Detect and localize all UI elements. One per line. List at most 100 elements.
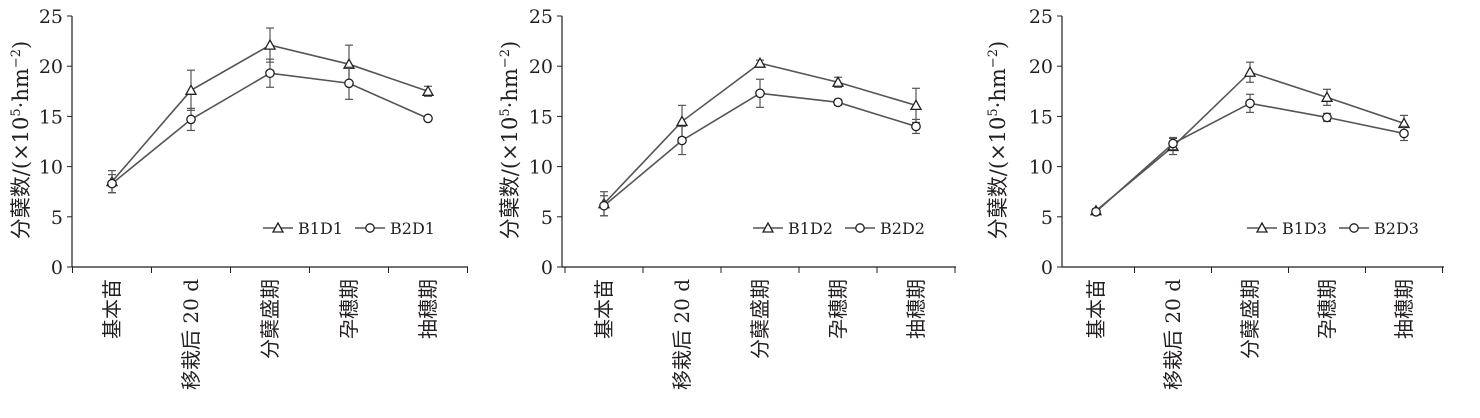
y-tick-label: 20 <box>1029 56 1053 78</box>
x-tick-label: 抽穗期 <box>904 279 928 339</box>
data-point-triangle <box>753 56 767 68</box>
x-tick-label: 孕穗期 <box>337 279 361 339</box>
series-line <box>1095 102 1405 213</box>
y-axis-label-mid: ·hm <box>498 68 522 108</box>
data-point-triangle <box>831 75 845 87</box>
y-axis-label-sup: −2 <box>9 49 24 68</box>
data-point-circle <box>755 88 765 99</box>
x-tick-label: 分蘖盛期 <box>748 279 772 359</box>
legend-marker-triangle <box>1255 221 1269 233</box>
data-point-circle <box>833 97 843 108</box>
data-point-triangle <box>263 38 277 50</box>
y-tick-label: 25 <box>529 6 553 28</box>
y-tick-label: 5 <box>51 207 63 229</box>
x-tick-label: 移栽后 20 d <box>179 279 203 390</box>
data-point-triangle <box>1243 65 1257 77</box>
y-tick-label: 25 <box>1029 6 1053 28</box>
y-axis-label-end: ) <box>986 41 1010 49</box>
y-axis-label-sup: 5 <box>9 108 24 116</box>
y-axis-label-end: ) <box>498 41 522 49</box>
y-tick-label: 0 <box>1041 257 1053 279</box>
y-axis-label: 分蘖数/(×105·hm−2) <box>9 41 33 239</box>
x-tick-label: 分蘖盛期 <box>258 279 282 359</box>
series-line <box>111 72 429 185</box>
legend-marker-triangle <box>271 221 285 233</box>
y-tick-label: 15 <box>529 106 553 128</box>
legend-label: B1D2 <box>788 219 833 238</box>
data-point-circle <box>599 200 609 211</box>
y-tick-label: 0 <box>51 257 63 279</box>
y-tick-label: 0 <box>541 257 553 279</box>
series-B1D3 <box>1089 61 1411 216</box>
x-tick-label: 孕穗期 <box>1315 279 1339 339</box>
y-tick-label: 10 <box>1029 157 1053 179</box>
data-point-circle <box>423 113 433 124</box>
legend-label: B2D3 <box>1374 219 1419 238</box>
y-axis-label-sup: 5 <box>986 108 1001 116</box>
data-point-circle <box>344 78 354 89</box>
series-line <box>603 92 917 207</box>
y-axis-label: 分蘖数/(×105·hm−2) <box>986 41 1010 239</box>
legend: B1D3 B2D3 <box>1247 219 1419 238</box>
data-point-circle <box>677 135 687 146</box>
y-axis-label-main: 分蘖数/(×10 <box>498 117 522 240</box>
series-B2D1 <box>107 58 433 194</box>
x-tick-label: 基本苗 <box>100 279 124 339</box>
x-tick-label: 分蘖盛期 <box>1238 279 1262 359</box>
y-tick-label: 5 <box>1041 207 1053 229</box>
series-B1D1 <box>105 27 435 194</box>
x-tick-label: 基本苗 <box>1084 279 1108 339</box>
data-point-circle <box>186 114 196 125</box>
y-axis-label-mid: ·hm <box>9 68 33 108</box>
x-tick-label: 孕穗期 <box>826 279 850 339</box>
y-axis-label-sup: −2 <box>986 49 1001 68</box>
x-tick-label: 移栽后 20 d <box>670 279 694 390</box>
y-tick-label: 15 <box>39 106 63 128</box>
legend-marker-circle <box>855 223 865 233</box>
x-tick-label: 抽穗期 <box>416 279 440 339</box>
data-point-circle <box>1091 206 1101 217</box>
y-axis-label-main: 分蘖数/(×10 <box>986 117 1010 240</box>
y-axis-label-end: ) <box>9 41 33 49</box>
y-tick-label: 15 <box>1029 106 1053 128</box>
data-point-circle <box>1168 138 1178 149</box>
y-tick-label: 20 <box>39 56 63 78</box>
x-tick-label: 移栽后 20 d <box>1161 279 1185 390</box>
data-point-circle <box>1322 112 1332 123</box>
y-axis-label: 分蘖数/(×105·hm−2) <box>498 41 522 239</box>
y-axis-label-main: 分蘖数/(×10 <box>9 117 33 240</box>
y-axis-label-sup: 5 <box>498 108 513 116</box>
series-B2D3 <box>1091 93 1409 217</box>
y-tick-label: 25 <box>39 6 63 28</box>
legend-label: B2D1 <box>390 219 435 238</box>
y-tick-label: 20 <box>529 56 553 78</box>
data-point-triangle <box>184 83 198 95</box>
x-tick-label: 基本苗 <box>592 279 616 339</box>
series-B2D2 <box>599 78 921 217</box>
y-tick-label: 10 <box>529 157 553 179</box>
y-axis-label-mid: ·hm <box>986 68 1010 108</box>
data-point-circle <box>265 68 275 79</box>
legend-label: B1D3 <box>1282 219 1327 238</box>
data-point-triangle <box>675 115 689 127</box>
data-point-triangle <box>421 84 435 96</box>
data-point-triangle <box>909 99 923 111</box>
legend: B1D1 B2D1 <box>263 219 435 238</box>
legend-label: B1D1 <box>298 219 343 238</box>
series-line <box>1095 71 1405 212</box>
legend: B1D2 B2D2 <box>753 219 925 238</box>
y-tick-label: 5 <box>541 207 553 229</box>
x-tick-label: 抽穗期 <box>1392 279 1416 339</box>
data-point-circle <box>911 121 921 132</box>
data-point-circle <box>1245 98 1255 109</box>
data-point-circle <box>107 178 117 189</box>
legend-marker-circle <box>1349 223 1359 233</box>
data-point-triangle <box>1320 90 1334 102</box>
legend-label: B2D2 <box>880 219 925 238</box>
legend-marker-triangle <box>761 221 775 233</box>
legend-marker-circle <box>365 223 375 233</box>
